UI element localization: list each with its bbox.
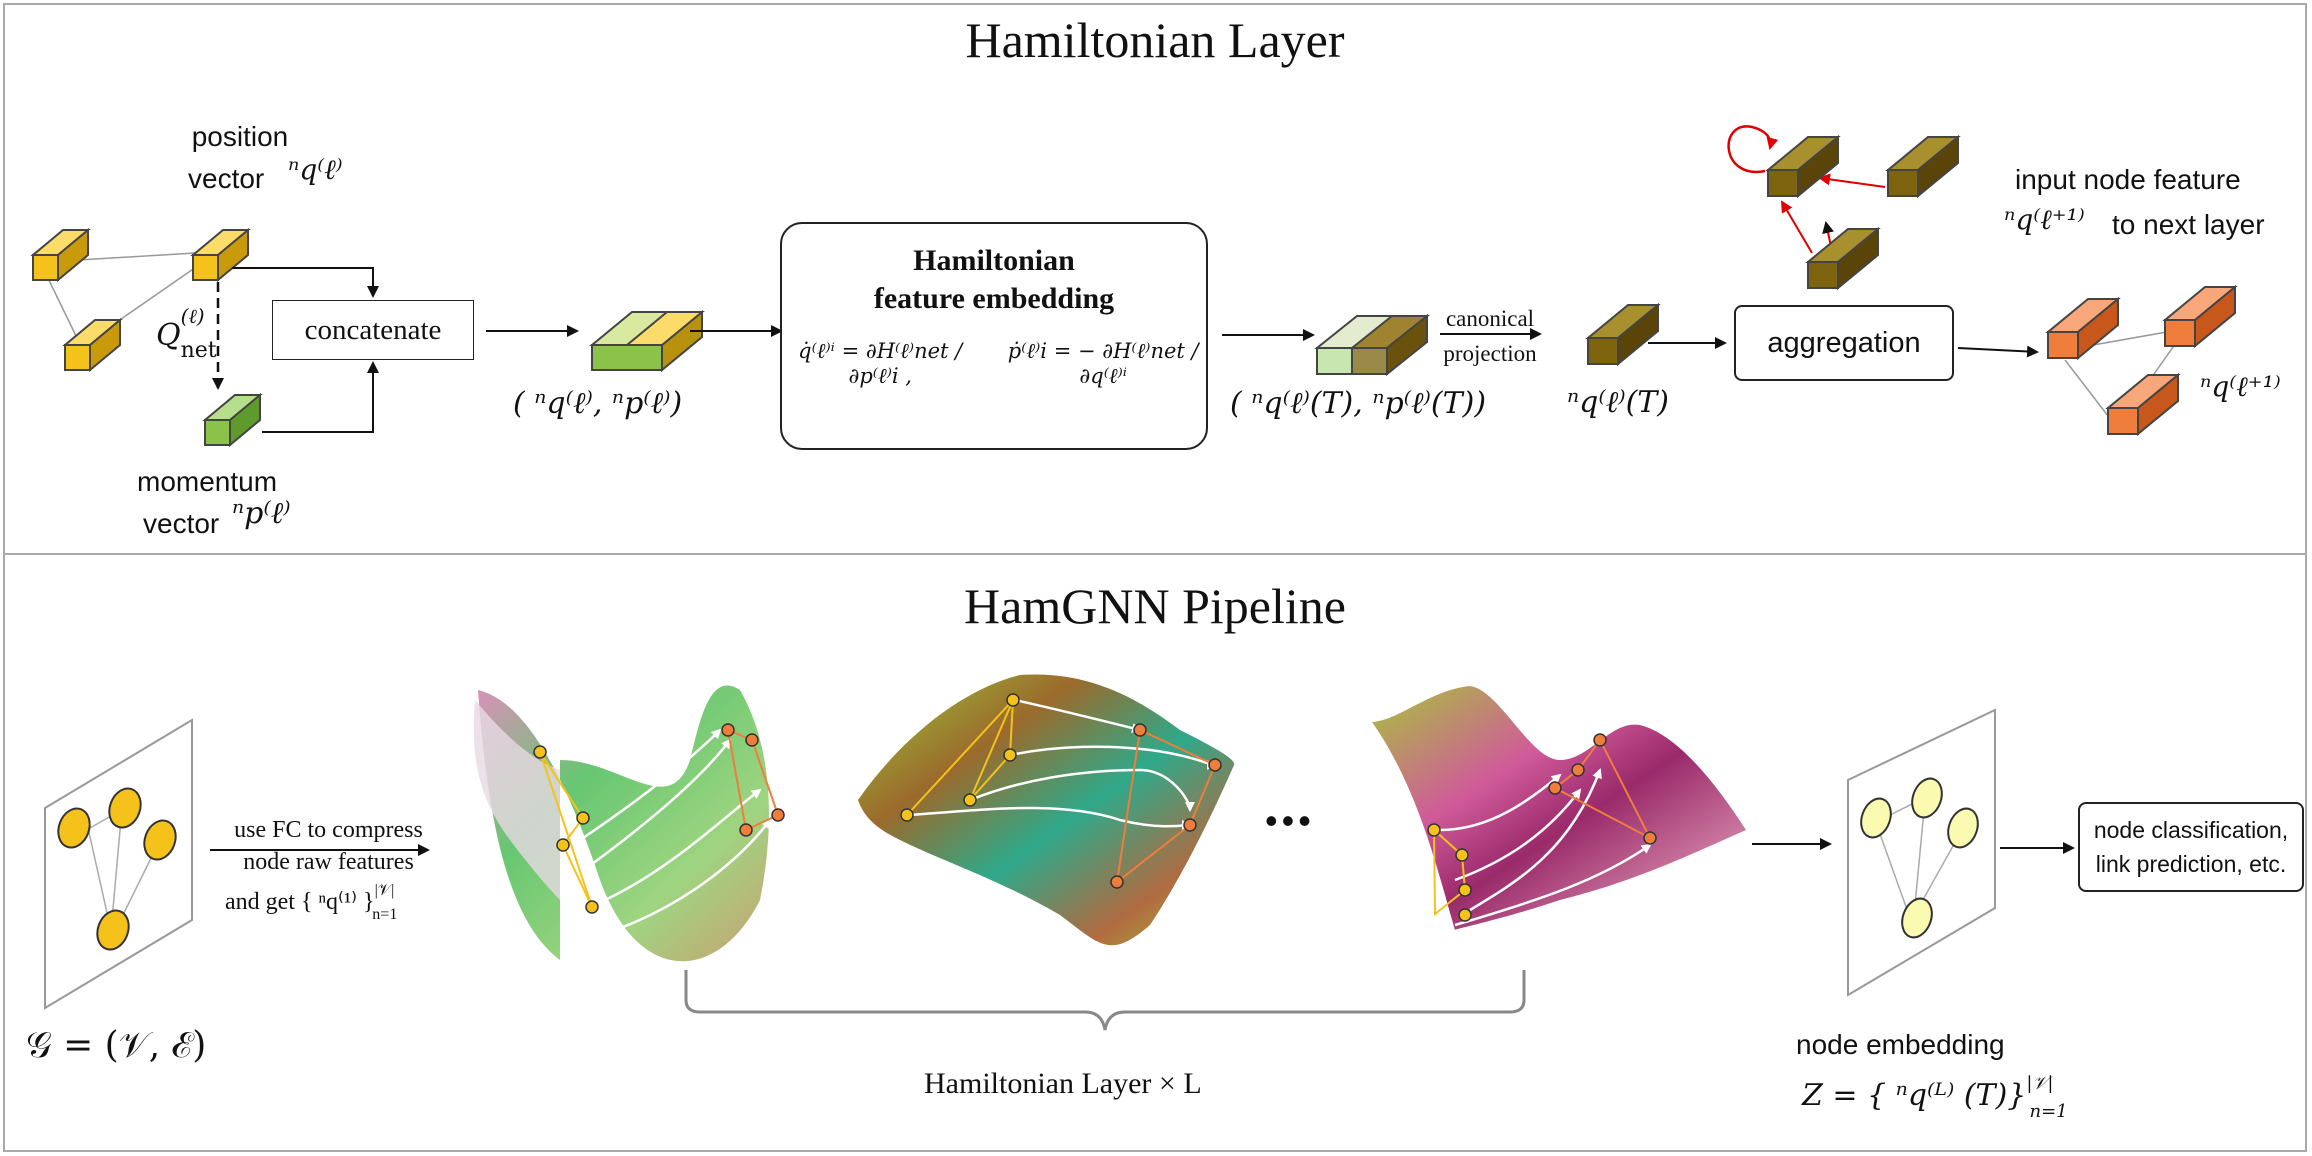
fc-label-2: node raw features [243, 849, 414, 875]
z-label: Z = { ⁿq⁽ᴸ⁾ (T)}|𝒱| n=1 [1802, 1073, 2092, 1122]
ellipsis: ••• [1265, 800, 1315, 841]
layer-times-label: Hamiltonian Layer × L [924, 1067, 1202, 1100]
input-graph-plane [44, 718, 193, 1010]
hamiltonian-box-title-1: Hamiltonian [913, 244, 1075, 277]
next-layer-symbol: ⁿq⁽ℓ⁺¹⁾ [2004, 203, 2085, 236]
graph-node [108, 787, 142, 829]
fc-label-3: and get { ⁿq⁽¹⁾ }|𝒱| n=1 [225, 882, 419, 923]
q-net-superscript: (ℓ) [180, 304, 205, 328]
output-pair-cube [1314, 313, 1430, 377]
embedding-node [1947, 807, 1979, 849]
manifold-3 [1372, 686, 1746, 930]
aggregation-box: aggregation [1734, 305, 1954, 381]
position-to-concat-arrow [232, 267, 379, 298]
orange-cube-2 [2162, 284, 2238, 349]
gold-cube-3 [62, 317, 123, 373]
q-net-subscript: net [180, 338, 217, 363]
gold-cube-1 [30, 227, 91, 283]
position-label: position [191, 121, 289, 152]
momentum-symbol: ⁿp⁽ℓ⁾ [232, 496, 291, 531]
pair-label: ( ⁿq⁽ℓ⁾, ⁿp⁽ℓ⁾) [513, 386, 683, 421]
olive-cube-agg-2 [1885, 134, 1961, 199]
node-embedding-label: node embedding [1796, 1029, 2005, 1060]
momentum-to-concat-arrow [262, 361, 379, 433]
fc-label-3-sup: |𝒱| [374, 882, 395, 899]
hamgnn-pipeline-title: HamGNN Pipeline [964, 578, 1346, 634]
input-feature-label: input node feature [2015, 164, 2241, 195]
q-net-letter: Q [156, 318, 181, 353]
embedding-node [1901, 897, 1933, 939]
output-embedding-plane [1847, 708, 1996, 997]
momentum-label: momentum [137, 466, 278, 497]
orange-cube-3 [2105, 372, 2181, 437]
z-label-sub: n=1 [2029, 1101, 2068, 1122]
aggregation-to-output-arrow [1957, 345, 2039, 358]
concatenate-label: concatenate [304, 313, 442, 346]
momentum-label-2: vector [143, 508, 220, 539]
manifold-1 [473, 685, 785, 962]
fc-label-3-text: and get { ⁿq⁽¹⁾ } [225, 889, 375, 915]
output-symbol: ⁿq⁽ℓ⁺¹⁾ [2200, 370, 2281, 403]
task-label-1: node classification, [2093, 816, 2289, 843]
orange-cube-1 [2045, 296, 2121, 361]
embedding-node [1911, 777, 1943, 819]
position-symbol: ⁿq⁽ℓ⁾ [288, 153, 343, 186]
olive-cube-agg-3 [1805, 226, 1881, 291]
hamiltonian-box-title-2: feature embedding [873, 281, 1115, 315]
input-graph-gold [30, 227, 251, 373]
z-label-sup: |𝒱| [2026, 1073, 2054, 1094]
output-graph-orange [2045, 284, 2238, 437]
green-cube-momentum [202, 392, 263, 448]
layer-brace [684, 970, 1526, 1031]
manifold-2 [858, 674, 1235, 946]
embedding-node [1860, 797, 1892, 839]
z-label-text: Z = { ⁿq⁽ᴸ⁾ (T)} [1802, 1078, 2027, 1113]
agg-edge-arrow-2 [1818, 173, 1886, 188]
aggregation-neighbors [1727, 125, 1961, 291]
pair-t-label: ( ⁿq⁽ℓ⁾(T), ⁿp⁽ℓ⁾(T)) [1230, 386, 1487, 421]
graph-node [96, 909, 130, 951]
p-dot-equation: ṗ⁽ℓ⁾i = − ∂H⁽ℓ⁾net / ∂q⁽ℓ⁾ⁱ [1007, 339, 1199, 388]
fc-label-3-sub: n=1 [372, 906, 398, 923]
q-net-label: Qnet (ℓ) [156, 304, 241, 363]
concatenate-box: concatenate [272, 300, 474, 360]
hamiltonian-layer-title: Hamiltonian Layer [965, 12, 1345, 68]
aggregation-label: aggregation [1767, 326, 1921, 359]
gold-cube-position [190, 227, 251, 283]
concatenated-vector-cube [589, 309, 705, 373]
agg-edge-arrow-3 [1780, 200, 1813, 254]
task-label-2: link prediction, etc. [2095, 851, 2287, 877]
to-next-layer-label: to next layer [2112, 209, 2265, 240]
olive-cube-qT [1585, 302, 1661, 367]
projection-label: projection [1443, 341, 1537, 366]
graph-node [143, 819, 177, 861]
hamiltonian-equations: q̇⁽ℓ⁾ⁱ = ∂H⁽ℓ⁾net / ∂p⁽ℓ⁾i , ṗ⁽ℓ⁾i = − ∂… [782, 339, 1206, 389]
position-label-2: vector [188, 163, 265, 194]
downstream-task-box: node classification, link prediction, et… [2078, 802, 2304, 892]
olive-cube-agg-1 [1765, 134, 1841, 199]
canonical-label: canonical [1445, 306, 1535, 331]
q-dot-equation: q̇⁽ℓ⁾ⁱ = ∂H⁽ℓ⁾net / ∂p⁽ℓ⁾i , [798, 339, 963, 388]
graph-label: 𝒢 = (𝒱, ℰ) [26, 1025, 207, 1066]
q-t-label: ⁿq⁽ℓ⁾(T) [1567, 385, 1670, 420]
fc-label-1: use FC to compress [234, 817, 423, 843]
hamiltonian-embedding-box: Hamiltonian feature embedding q̇⁽ℓ⁾ⁱ = ∂… [780, 222, 1208, 450]
graph-node [57, 807, 91, 849]
self-loop-arrow [1727, 125, 1779, 174]
